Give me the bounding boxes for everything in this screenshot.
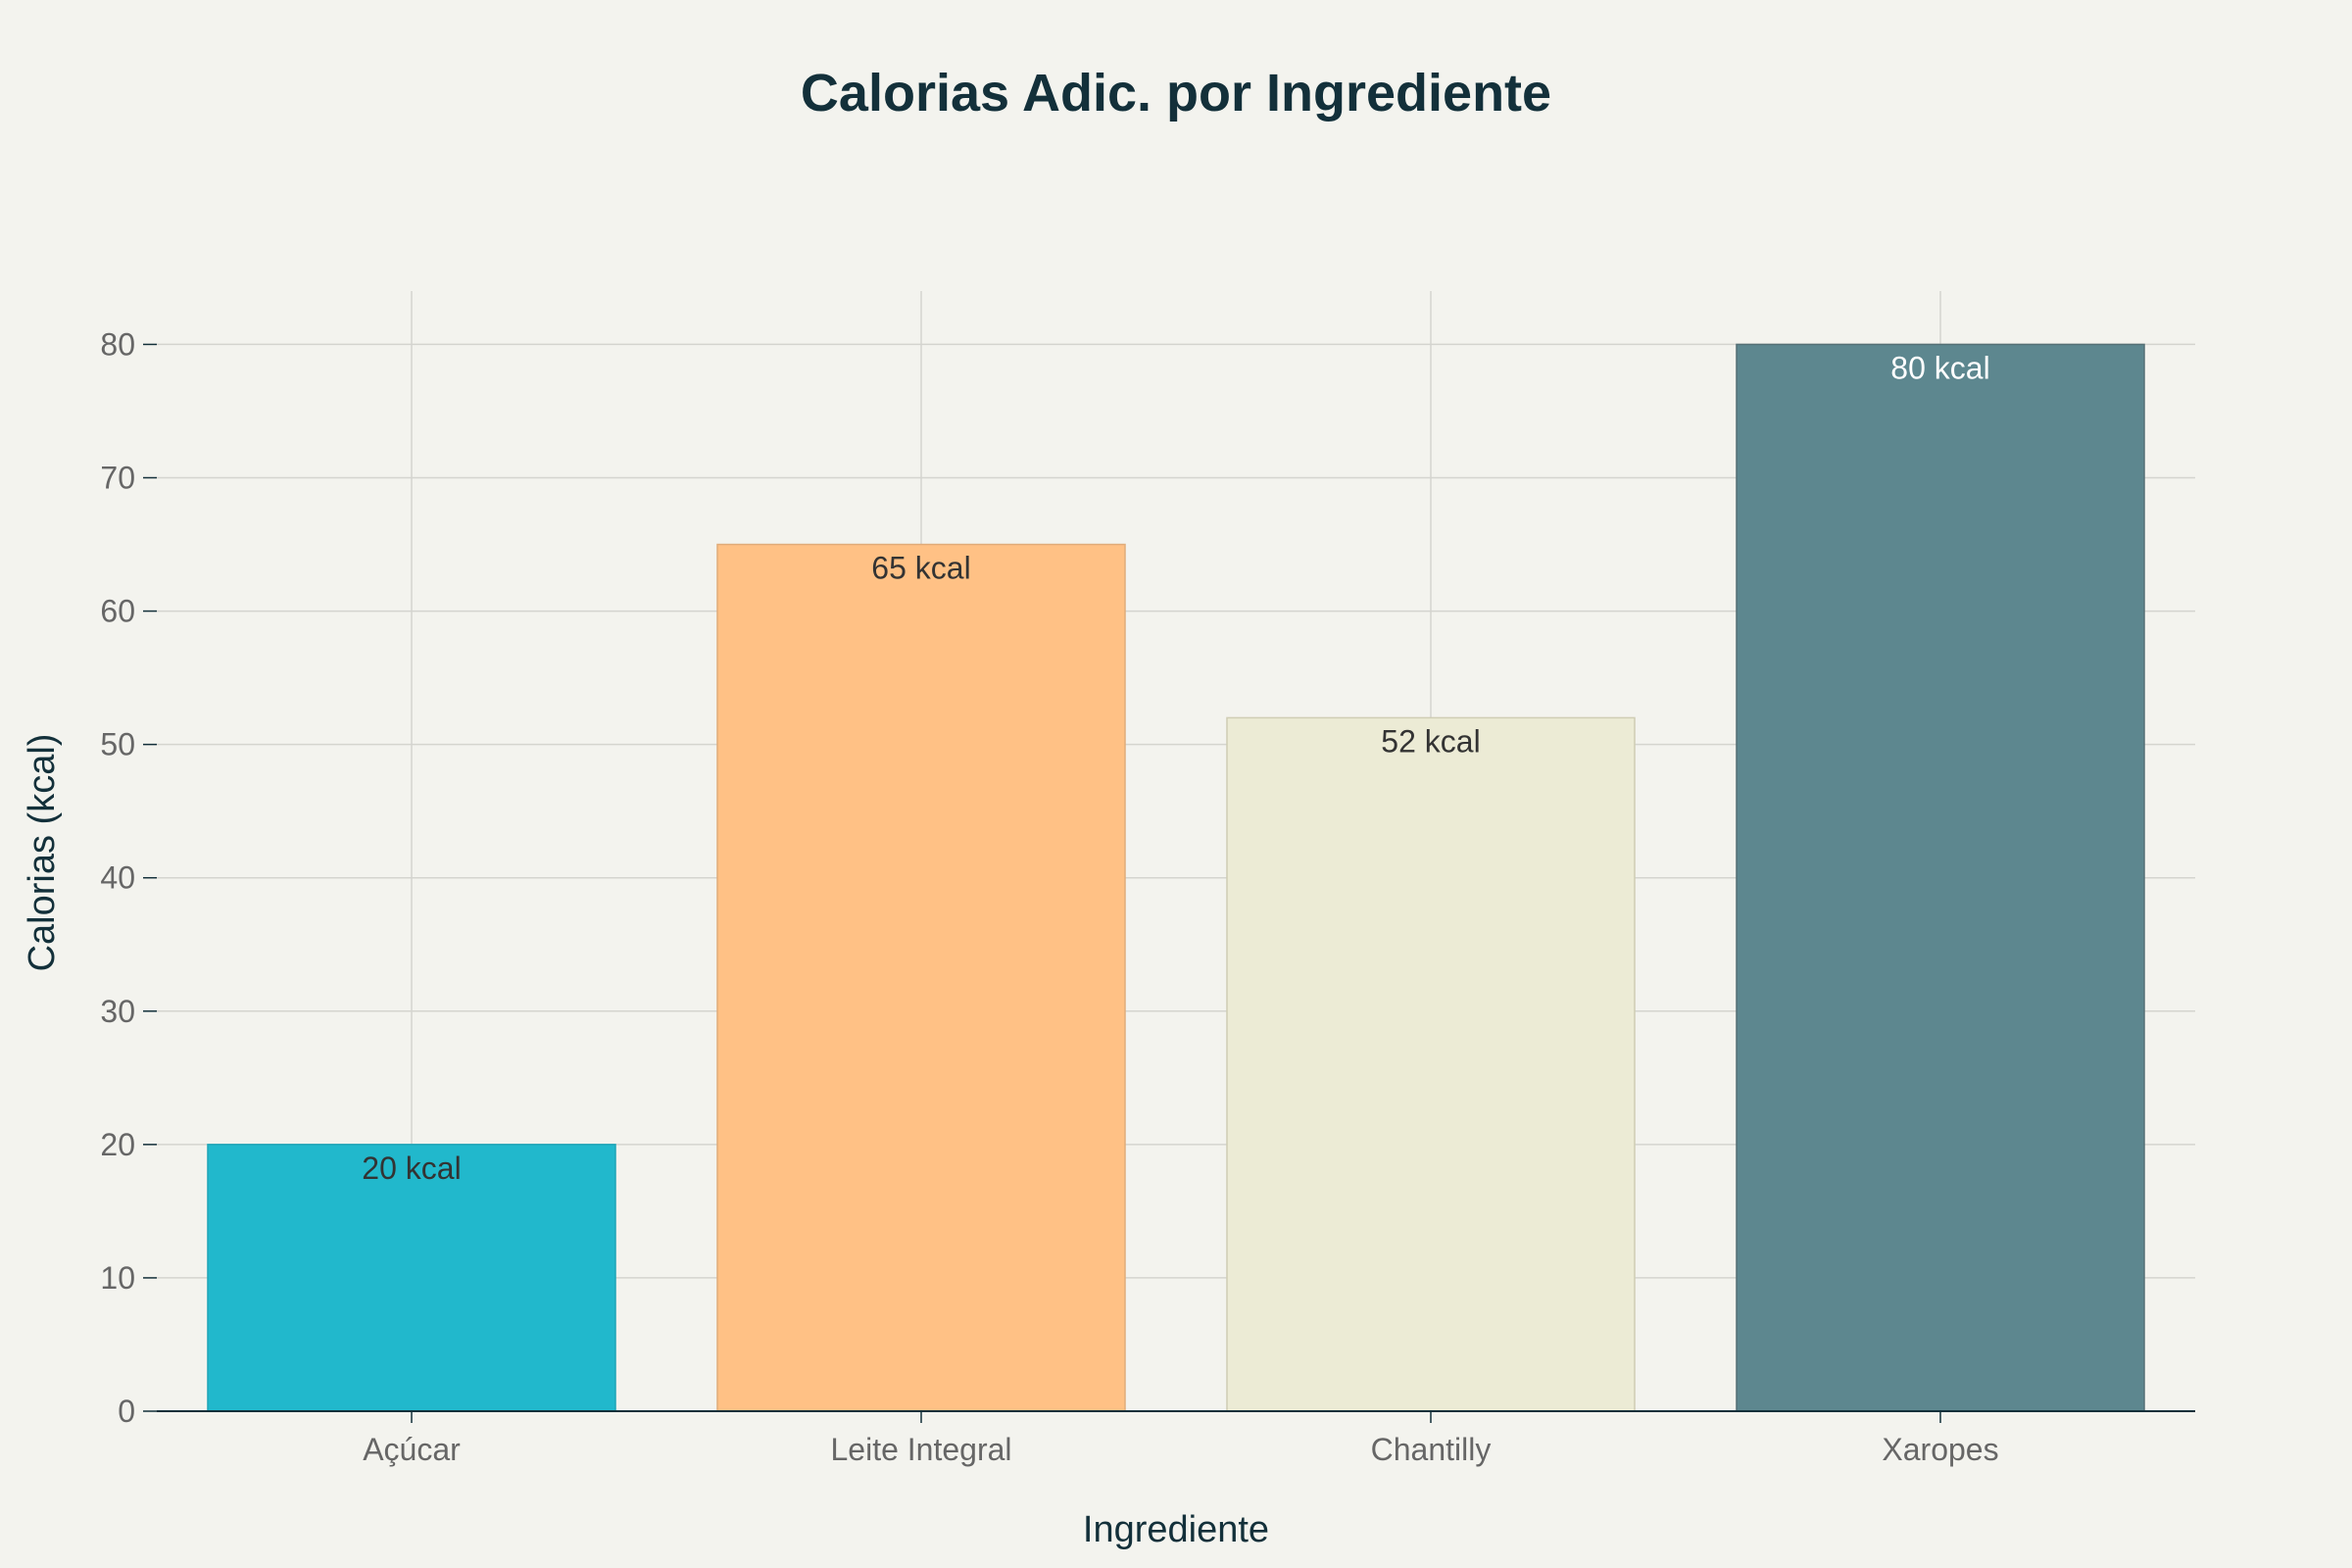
x-tick-label: Açúcar xyxy=(363,1432,461,1467)
bar-layer xyxy=(207,343,2145,1412)
bar-data-label: 80 kcal xyxy=(1890,350,1989,385)
x-axis-title: Ingrediente xyxy=(1083,1509,1269,1550)
y-tick-label: 50 xyxy=(100,727,135,762)
x-tick-label: Leite Integral xyxy=(830,1432,1011,1467)
y-tick-label: 30 xyxy=(100,994,135,1029)
label-layer: 0 10 20 30 40 50 60 70 80 20 kcal Açúcar 65 kcal Lei… xyxy=(100,326,1998,1467)
bar-data-label: 65 kcal xyxy=(871,551,970,586)
y-tick-label: 80 xyxy=(100,326,135,362)
x-tick-label: Xaropes xyxy=(1882,1432,1998,1467)
chart-title: Calorias Adic. por Ingrediente xyxy=(801,64,1551,122)
bar xyxy=(716,543,1126,1412)
y-axis-title: Calorias (kcal) xyxy=(22,734,63,972)
bar xyxy=(1226,716,1636,1412)
x-tick-label: Chantilly xyxy=(1371,1432,1492,1467)
y-tick-label: 70 xyxy=(100,461,135,496)
y-tick-label: 0 xyxy=(118,1394,135,1429)
y-tick-label: 40 xyxy=(100,860,135,896)
bar-data-label: 20 kcal xyxy=(362,1151,461,1186)
y-tick-label: 10 xyxy=(100,1260,135,1296)
bar xyxy=(207,1144,616,1412)
bar-data-label: 52 kcal xyxy=(1381,723,1480,759)
y-tick-label: 60 xyxy=(100,594,135,629)
bar xyxy=(1736,343,2145,1412)
y-tick-label: 20 xyxy=(100,1127,135,1162)
